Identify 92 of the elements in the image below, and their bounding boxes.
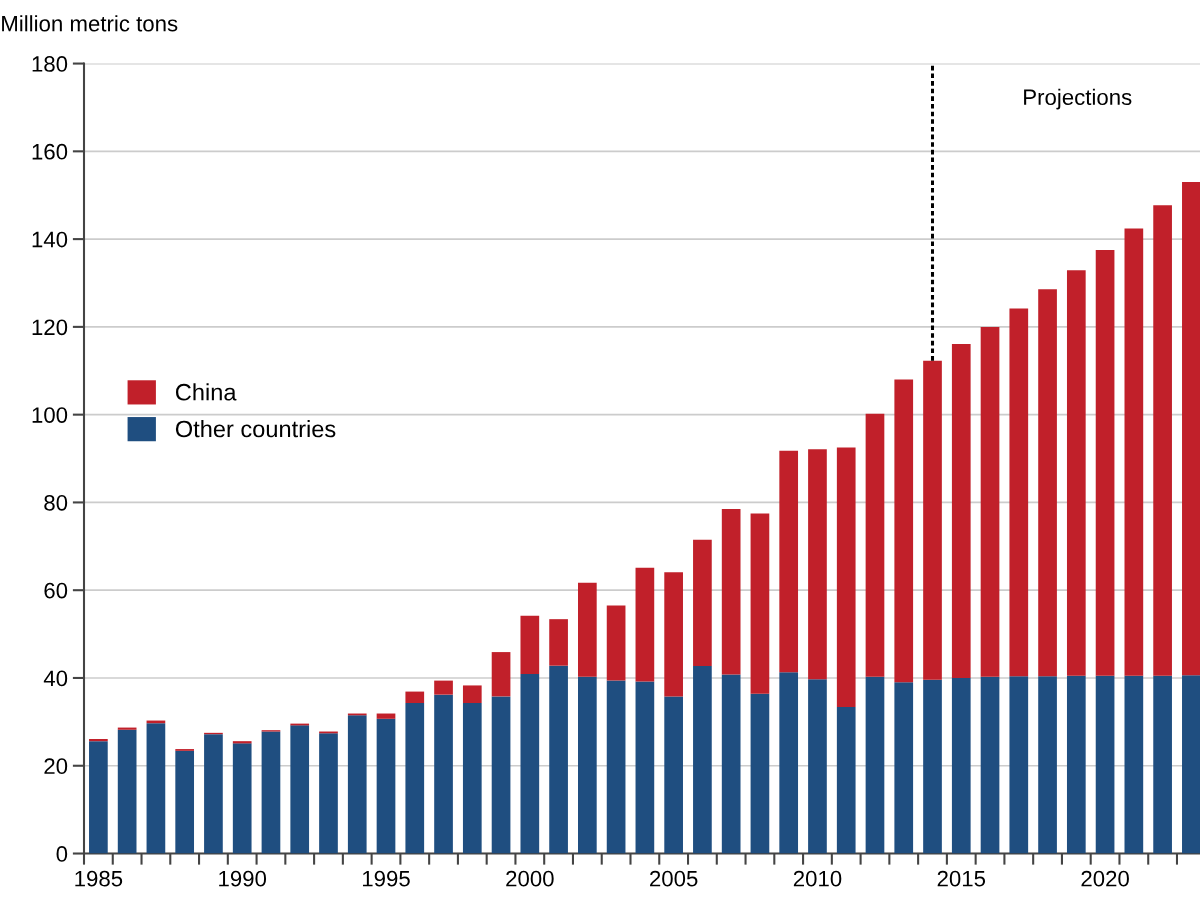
bar: [1066, 675, 1086, 854]
bar: [146, 723, 166, 854]
bar: [865, 676, 885, 854]
bar: [750, 693, 770, 854]
bar: [606, 680, 626, 854]
bar: [606, 605, 626, 681]
x-tick-label: 2020: [1081, 870, 1129, 887]
bar: [1038, 676, 1057, 854]
bar: [578, 582, 597, 677]
bar: [117, 729, 137, 854]
bar: [578, 676, 597, 854]
bar: [635, 681, 655, 854]
bar: [376, 718, 396, 854]
bar: [549, 665, 568, 854]
bar: [1009, 676, 1029, 854]
y-tick-label: 40: [43, 670, 68, 687]
bar: [1124, 675, 1144, 854]
y-tick-label: 120: [32, 319, 68, 336]
y-tick-label: 20: [44, 758, 68, 775]
bar: [836, 706, 856, 854]
bar: [204, 734, 223, 854]
bar: [1095, 250, 1115, 676]
bar: [635, 567, 655, 682]
bar: [779, 672, 799, 854]
bar: [980, 676, 1000, 854]
bar: [951, 677, 971, 854]
bar: [520, 615, 540, 675]
x-tick-label: 2000: [506, 870, 554, 887]
bar: [232, 743, 252, 854]
bar: [808, 679, 827, 854]
bar: [693, 539, 712, 667]
bar: [1066, 270, 1086, 676]
bar: [1153, 205, 1172, 676]
bar: [865, 413, 885, 677]
bar: [1182, 182, 1200, 676]
x-tick-label: 2015: [937, 870, 986, 887]
bar: [779, 450, 799, 673]
bar: [434, 694, 453, 854]
x-tick-label: 2010: [793, 870, 842, 887]
bar: [923, 679, 942, 854]
bar: [951, 344, 971, 678]
bar: [405, 702, 425, 854]
bar: [1095, 675, 1115, 854]
bar: [89, 741, 108, 854]
bar: [721, 674, 741, 854]
bar: [836, 447, 856, 707]
bar: [290, 725, 310, 854]
y-tick-label: 160: [32, 143, 68, 160]
bar: [1124, 228, 1144, 676]
x-tick-label: 1990: [219, 870, 267, 887]
bar: [894, 379, 914, 683]
bar: [434, 680, 453, 695]
bar: [664, 696, 683, 854]
bar: [808, 449, 827, 680]
bar: [175, 750, 195, 854]
x-tick-label: 1995: [362, 870, 410, 887]
bar: [89, 738, 108, 742]
bar: [1009, 308, 1029, 677]
bar: [232, 741, 252, 744]
bar: [319, 733, 338, 854]
bar: [376, 713, 396, 719]
y-tick-label: 140: [32, 231, 68, 248]
bar: [664, 572, 683, 697]
bar: [1182, 675, 1200, 854]
legend-label: China: [175, 383, 237, 401]
y-axis-title: Million metric tons: [2, 15, 178, 32]
bar: [462, 702, 482, 854]
y-tick-label: 100: [32, 407, 68, 423]
bar: [491, 696, 511, 854]
y-tick-label: 80: [44, 494, 68, 511]
annotation: Projections: [1024, 88, 1132, 110]
bar: [405, 691, 425, 703]
bar: [693, 666, 712, 854]
y-tick-label: 0: [56, 846, 68, 862]
bar: [721, 509, 741, 675]
legend-label: Other countries: [175, 420, 336, 438]
bar: [923, 360, 942, 680]
bar: [347, 715, 367, 854]
bar: [894, 682, 914, 854]
x-tick-label: 2005: [650, 870, 698, 887]
y-tick-label: 180: [32, 56, 68, 72]
bar: [462, 685, 482, 703]
bar: [980, 326, 1000, 677]
bar: [1153, 675, 1172, 854]
bar: [1038, 289, 1057, 677]
bar: [520, 674, 540, 854]
x-tick-label: 1985: [75, 870, 123, 887]
bar: [549, 619, 568, 666]
bar: [491, 652, 511, 697]
bar: [750, 513, 770, 694]
bar: [261, 731, 281, 854]
y-tick-label: 60: [44, 582, 68, 599]
